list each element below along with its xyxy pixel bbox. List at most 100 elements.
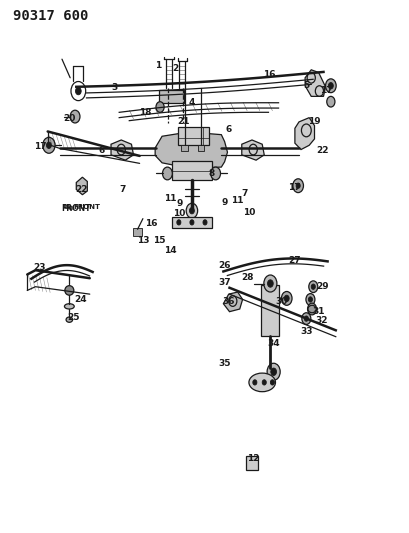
Text: 21: 21 [177,117,189,126]
Circle shape [310,284,315,289]
Text: 6: 6 [99,146,105,155]
Text: 13: 13 [136,237,149,246]
Ellipse shape [65,286,74,295]
Text: 17: 17 [320,85,332,94]
Text: 4: 4 [188,98,195,107]
Polygon shape [111,140,133,160]
Text: 18: 18 [139,108,152,117]
Text: 5: 5 [303,81,309,90]
Text: 9: 9 [176,199,182,208]
Circle shape [301,313,310,325]
Circle shape [252,379,256,385]
Circle shape [186,203,197,218]
Polygon shape [76,177,87,195]
Circle shape [70,110,80,123]
Text: 16: 16 [144,220,157,229]
Text: 31: 31 [312,307,324,316]
Text: 12: 12 [246,455,259,463]
Text: 7: 7 [241,189,247,198]
Text: FRONT: FRONT [73,205,100,211]
Bar [245,456,258,470]
Ellipse shape [248,373,275,392]
Circle shape [281,292,291,305]
Text: 30: 30 [275,296,287,305]
Circle shape [267,280,272,287]
Text: 15: 15 [153,237,165,246]
Bar [197,146,204,151]
Circle shape [262,379,265,385]
Circle shape [283,295,288,302]
Text: 7: 7 [119,185,125,194]
Text: FRONT: FRONT [61,204,91,213]
Circle shape [328,83,333,89]
Polygon shape [155,132,227,168]
Circle shape [189,207,194,214]
Circle shape [325,79,335,93]
Text: 22: 22 [316,146,328,155]
Text: 25: 25 [67,312,79,321]
Text: 17: 17 [34,142,47,151]
Circle shape [176,220,180,225]
Polygon shape [241,140,264,160]
Text: 11: 11 [230,196,243,205]
Bar [261,285,279,336]
Text: 22: 22 [75,185,88,194]
Circle shape [202,220,207,225]
Text: 27: 27 [287,256,300,264]
Circle shape [266,364,279,380]
Text: 3: 3 [111,83,117,92]
Bar [172,216,211,228]
Polygon shape [64,205,72,209]
Bar [133,228,142,236]
Text: 16: 16 [263,70,275,78]
Circle shape [43,138,55,154]
Circle shape [308,281,317,293]
Text: 26: 26 [218,261,230,270]
Circle shape [270,368,276,375]
Ellipse shape [307,305,315,313]
Bar [178,127,209,146]
Text: 32: 32 [315,316,327,325]
Circle shape [305,294,314,305]
Circle shape [189,220,193,225]
Ellipse shape [64,304,74,309]
Circle shape [46,142,51,149]
Bar [159,90,183,103]
Circle shape [292,179,303,192]
Text: 23: 23 [33,263,46,272]
Circle shape [303,316,308,321]
Ellipse shape [66,317,72,322]
Circle shape [308,297,312,302]
Text: 35: 35 [218,359,230,368]
Circle shape [155,102,164,112]
Text: 14: 14 [164,246,176,255]
Circle shape [162,167,172,180]
Polygon shape [223,292,242,312]
Text: 20: 20 [63,114,75,123]
Text: 8: 8 [207,169,214,178]
Text: 19: 19 [308,117,320,126]
Text: 24: 24 [74,295,86,304]
Text: 2: 2 [172,64,178,72]
Text: 28: 28 [241,273,254,281]
Text: 37: 37 [218,278,230,287]
Bar [172,161,211,180]
Text: 10: 10 [243,208,255,217]
Circle shape [263,275,276,292]
Text: 10: 10 [173,209,185,218]
Text: 33: 33 [299,327,312,336]
Text: 6: 6 [225,125,231,134]
Text: 1: 1 [155,61,161,70]
Circle shape [309,306,313,312]
Circle shape [210,167,220,180]
Polygon shape [294,118,314,150]
Circle shape [75,87,81,95]
Text: 36: 36 [222,296,234,305]
Circle shape [307,303,316,315]
Text: 29: 29 [316,282,328,291]
Text: 90317 600: 90317 600 [13,9,88,23]
Circle shape [295,183,299,188]
Text: 9: 9 [221,198,227,207]
Text: 11: 11 [164,194,176,203]
Text: 17: 17 [287,183,300,192]
